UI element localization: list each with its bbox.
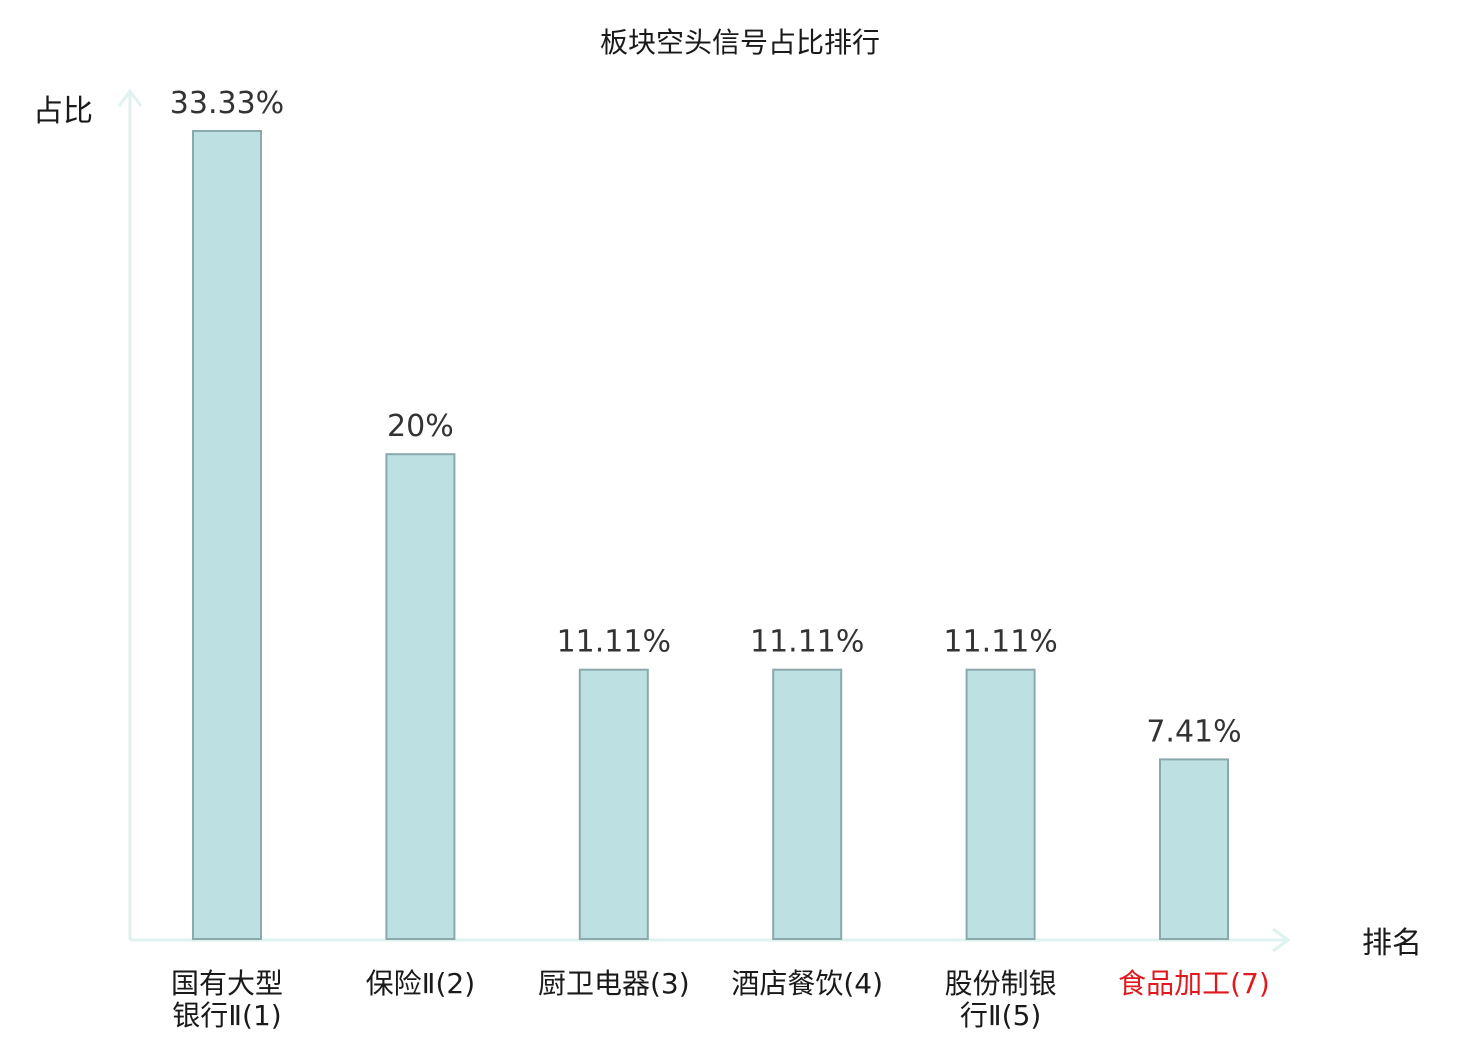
bar-value-label: 20% <box>387 409 454 444</box>
category-labels-group: 国有大型银行Ⅱ(1) 保险Ⅱ(2) 厨卫电器(3) 酒店餐饮(4) 股份制银行Ⅱ(5) 食… <box>171 967 1270 1032</box>
x-tick-label: 食品加工(7) <box>1118 967 1270 1000</box>
x-tick-label: 保险Ⅱ(2) <box>366 967 475 1000</box>
bar-value-label: 11.11% <box>750 625 864 660</box>
bar <box>772 668 843 940</box>
x-tick-label: 厨卫电器(3) <box>538 967 690 1000</box>
value-labels-group: 33.33% 20% 11.11% 11.11% 11.11% 7.41% <box>170 86 1242 749</box>
y-axis-label: 占比 <box>33 94 93 129</box>
bar-value-label: 7.41% <box>1146 714 1241 749</box>
bars-group <box>192 130 1229 941</box>
bar-value-label: 11.11% <box>557 625 671 660</box>
x-axis-label: 排名 <box>1362 926 1422 961</box>
bar <box>1159 758 1229 941</box>
chart-title: 板块空头信号占比排行 <box>600 26 880 59</box>
x-axis-arrow-icon <box>1272 927 1291 953</box>
bar <box>192 130 262 940</box>
bar <box>385 453 456 940</box>
bar <box>578 668 649 940</box>
bar-value-label: 11.11% <box>943 625 1057 660</box>
axes <box>117 88 1291 953</box>
x-tick-label: 国有大型银行Ⅱ(1) <box>171 967 283 1032</box>
x-tick-label: 酒店餐饮(4) <box>731 967 883 1000</box>
x-tick-label: 股份制银行Ⅱ(5) <box>945 967 1057 1032</box>
bar <box>965 668 1036 940</box>
bar-value-label: 33.33% <box>170 86 284 121</box>
y-axis-arrow-icon <box>117 88 143 107</box>
